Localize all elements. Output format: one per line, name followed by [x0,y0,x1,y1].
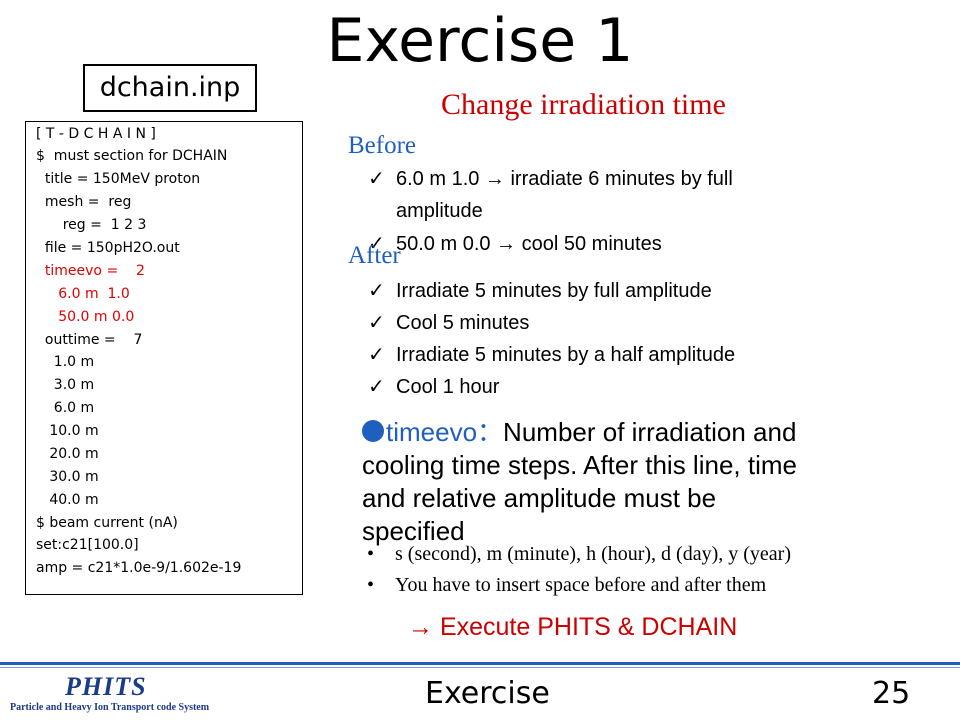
check-icon: ✓ [368,312,385,334]
code-line: 1.0 m [36,354,95,370]
check-icon: ✓ [368,344,385,366]
after-item-text: Irradiate 5 minutes by a half amplitude [396,344,736,366]
code-line: $ must section for DCHAIN [36,148,228,164]
code-line: 6.0 m 1.0 [36,286,130,302]
bullet-text: You have to insert space before and afte… [395,574,767,596]
description-line: cooling time steps. After this line, tim… [362,450,797,480]
footer-divider [0,662,960,665]
code-line: $ beam current (nA) [36,515,178,531]
code-line: set:c21[100.0] [36,537,139,553]
check-icon: ✓ [368,280,385,302]
description-line: Number of irradiation and [503,417,797,447]
bullet-item: • You have to insert space before and aft… [367,571,766,599]
after-item-text: Irradiate 5 minutes by full amplitude [396,280,712,302]
code-line: title = 150MeV proton [36,171,201,187]
after-item-text: Cool 5 minutes [396,312,530,334]
check-icon: ✓ [368,233,385,255]
before-item-continuation: amplitude [396,195,483,227]
check-icon: ✓ [368,376,385,398]
before-item: ✓ 6.0 m 1.0 → irradiate 6 minutes by full [368,163,733,195]
code-line: 6.0 m [36,400,95,416]
bullet-icon: • [367,574,375,596]
code-line: [ T - D C H A I N ] [36,126,156,142]
phits-logo: PHITS Particle and Heavy Ion Transport c… [10,672,210,714]
bullet-dot-icon [362,420,384,442]
after-item: ✓ Irradiate 5 minutes by full amplitude [368,275,712,307]
code-line: file = 150pH2O.out [36,240,180,256]
bullet-text: s (second), m (minute), h (hour), d (day… [395,543,791,565]
after-item: ✓ Irradiate 5 minutes by a half amplitude [368,339,735,371]
page-number: 25 [872,676,911,711]
after-item: ✓ Cool 1 hour [368,371,499,403]
timeevo-description: timeevo：Number of irradiation and coolin… [362,416,922,548]
subtitle: Change irradiation time [441,88,726,121]
footer-divider-thin [0,667,960,668]
after-item-text: Cool 1 hour [396,376,500,398]
timeevo-keyword: timeevo： [386,417,504,447]
footer-section: Exercise [425,676,550,711]
logo-word: PHITS [65,672,147,701]
after-item: ✓ Cool 5 minutes [368,307,529,339]
after-label: After [348,242,401,269]
file-name-label: dchain.inp [83,64,257,112]
code-line: 10.0 m [36,423,99,439]
code-line: mesh = reg [36,194,132,210]
bullet-item: • s (second), m (minute), h (hour), d (da… [367,540,791,568]
code-line: 30.0 m [36,469,99,485]
logo-subtitle: Particle and Heavy Ion Transport code Sy… [10,702,210,713]
code-listing: [ T - D C H A I N ] $ must section for D… [25,121,303,595]
description-line: and relative amplitude must be [362,483,717,513]
check-icon: ✓ [368,168,385,190]
code-line: timeevo = 2 [36,263,145,279]
code-line: 40.0 m [36,492,99,508]
before-item-text: 50.0 m 0.0 → cool 50 minutes [396,233,662,255]
bullet-icon: • [367,543,375,565]
before-item: ✓ 50.0 m 0.0 → cool 50 minutes [368,228,662,260]
code-line: 3.0 m [36,377,95,393]
before-item-text: 6.0 m 1.0 → irradiate 6 minutes by full [396,168,733,190]
slide-title: Exercise 1 [326,6,634,76]
before-label: Before [348,132,417,159]
code-line: 20.0 m [36,446,99,462]
code-line: outtime = 7 [36,332,143,348]
code-line: 50.0 m 0.0 [36,309,135,325]
execute-instruction: → Execute PHITS & DCHAIN [408,613,738,641]
code-line: reg = 1 2 3 [36,217,147,233]
description-line: specified [362,516,465,546]
before-item-text: amplitude [396,200,483,222]
code-line: amp = c21*1.0e-9/1.602e-19 [36,560,242,576]
